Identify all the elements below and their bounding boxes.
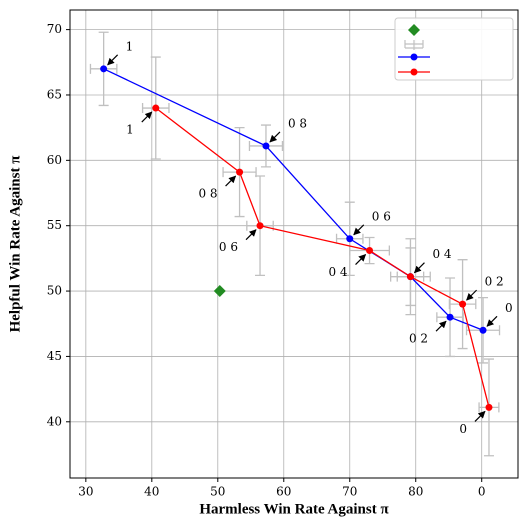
point [479, 326, 487, 334]
point-label: 0 4 [328, 265, 347, 279]
point-label: 0 6 [372, 209, 391, 223]
annotation-arrow [413, 262, 425, 274]
annotation-arrow [466, 289, 478, 301]
point-label: 1 [126, 39, 134, 53]
legend-box [394, 17, 514, 81]
point [459, 300, 467, 308]
y-tick-label: 55 [47, 218, 62, 232]
point [256, 222, 264, 230]
annotation-arrow [245, 229, 257, 241]
point-label: 0 8 [198, 187, 217, 201]
point [446, 313, 454, 321]
y-tick-label: 70 [47, 22, 62, 36]
annotation-arrow [269, 131, 281, 143]
point [346, 235, 354, 243]
y-tick-label: 65 [47, 87, 62, 101]
x-tick-label: 30 [78, 485, 93, 499]
point [262, 142, 270, 150]
y-axis-title: Helpful Win Rate Against π [7, 155, 23, 333]
plot-frame [69, 9, 519, 479]
reference-point [213, 285, 226, 298]
point [100, 65, 108, 73]
x-tick-label: 50 [210, 485, 225, 499]
point-label: 0 [459, 422, 467, 436]
y-tick-label: 45 [47, 349, 62, 363]
point-label: 0 6 [219, 240, 238, 254]
annotation-arrow [141, 111, 153, 123]
point [236, 168, 244, 176]
legend-marker [410, 53, 418, 61]
y-tick-label: 50 [47, 284, 62, 298]
point-label: 1 [126, 123, 134, 137]
point-label: 0 4 [432, 247, 451, 261]
y-tick-label: 40 [47, 414, 62, 428]
annotation-arrow [355, 254, 367, 265]
annotation-arrow [225, 175, 237, 187]
point [366, 247, 374, 255]
annotation-arrow [107, 54, 119, 66]
legend [394, 17, 514, 81]
legend-marker [404, 40, 424, 50]
point-label: 0 8 [288, 116, 307, 130]
point [485, 403, 493, 411]
legend-marker [410, 68, 418, 76]
legend-marker [408, 24, 420, 36]
x-axis-title: Harmless Win Rate Against π [199, 501, 389, 517]
x-tick-label: 60 [276, 485, 291, 499]
x-tick-label: 70 [342, 485, 357, 499]
point-label: 0 [505, 301, 513, 315]
annotation-arrow [474, 410, 486, 422]
point [406, 273, 414, 281]
y-tick-label: 60 [47, 153, 62, 167]
point [152, 104, 160, 112]
annotation-arrow [435, 320, 447, 332]
x-tick-label: 80 [408, 485, 423, 499]
x-tick-label: 0 [478, 485, 486, 499]
x-tick-label: 40 [144, 485, 159, 499]
annotation-arrow [486, 315, 498, 327]
point-label: 0 2 [485, 275, 504, 289]
annotation-arrow [353, 224, 365, 236]
point-label: 0 2 [409, 332, 428, 346]
